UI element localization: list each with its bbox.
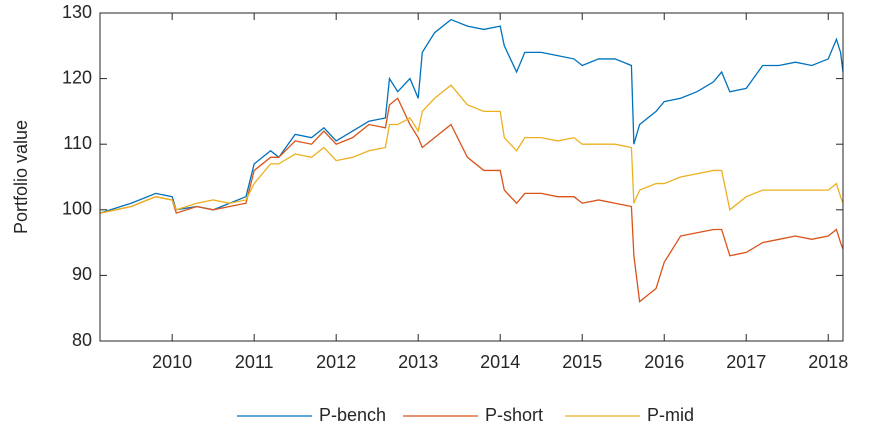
legend-label: P-bench	[319, 405, 386, 425]
series-line	[99, 97, 844, 303]
x-tick-label: 2018	[808, 352, 848, 372]
legend-label: P-mid	[647, 405, 694, 425]
x-tick-label: 2013	[398, 352, 438, 372]
y-tick-label: 80	[72, 330, 92, 350]
y-tick-label: 110	[63, 133, 92, 153]
x-tick-label: 2017	[726, 352, 766, 372]
y-tick-label: 100	[62, 199, 92, 219]
x-tick-label: 2012	[316, 352, 356, 372]
x-tick-label: 2011	[235, 352, 274, 372]
series-line	[99, 18, 844, 214]
plot-frame	[99, 12, 844, 342]
x-tick-label: 2010	[152, 352, 192, 372]
y-tick-label: 120	[62, 67, 92, 87]
x-tick-label: 2015	[562, 352, 602, 372]
series-line	[99, 84, 844, 214]
x-tick-label: 2016	[644, 352, 684, 372]
legend-label: P-short	[485, 405, 543, 425]
y-tick-label: 130	[62, 2, 92, 22]
y-axis-label: Portfolio value	[11, 120, 31, 234]
x-tick-label: 2014	[480, 352, 520, 372]
y-tick-label: 90	[72, 264, 92, 284]
